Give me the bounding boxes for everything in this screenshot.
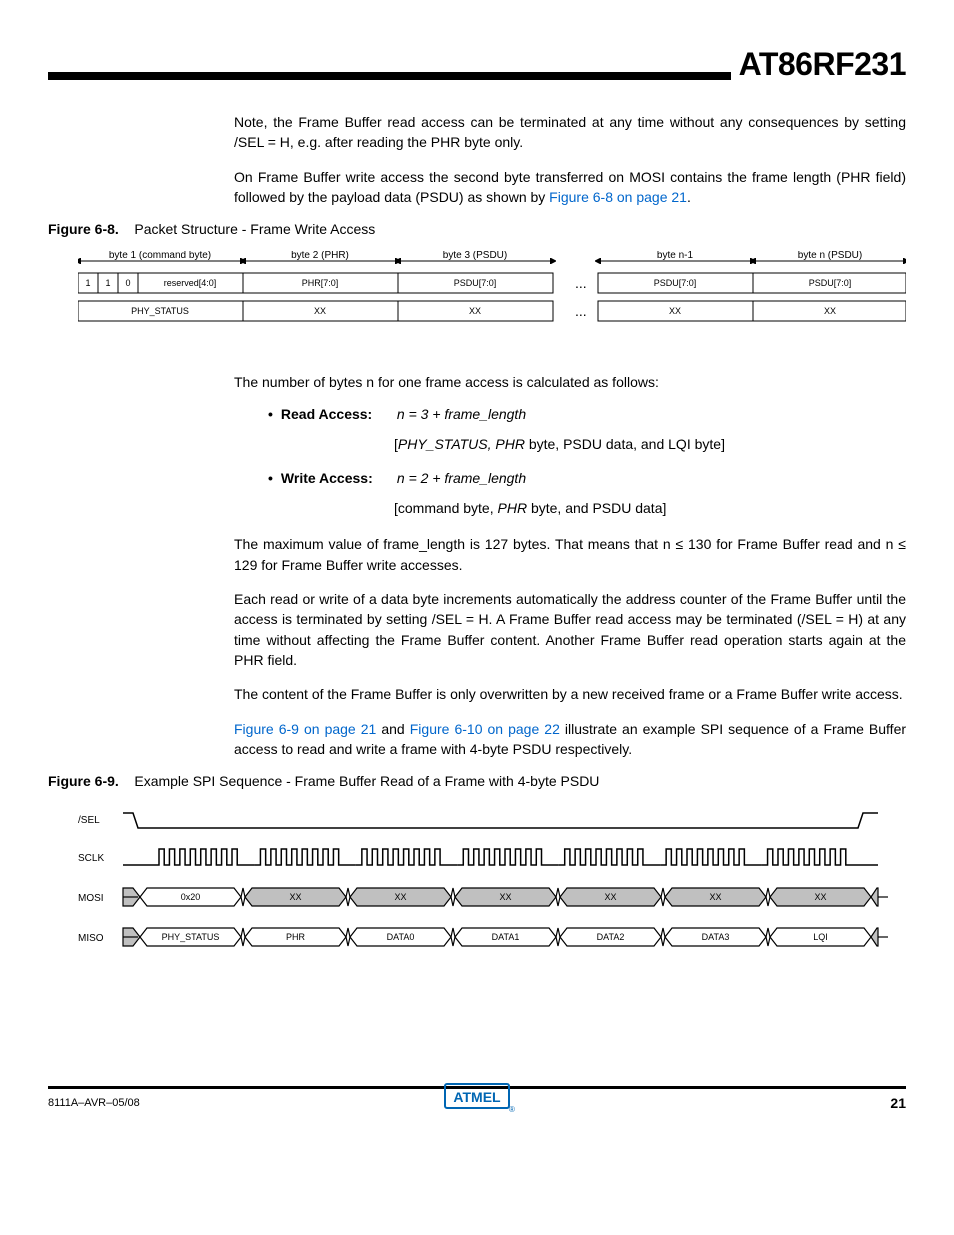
para-figrefs: Figure 6-9 on page 21 and Figure 6-10 on…: [234, 719, 906, 760]
read-access-detail: [PHY_STATUS, PHR byte, PSDU data, and LQ…: [394, 436, 906, 452]
fig68-caption: Figure 6-8. Packet Structure - Frame Wri…: [48, 221, 906, 237]
svg-text:1: 1: [85, 278, 90, 288]
product-name: AT86RF231: [739, 48, 906, 80]
link-fig68[interactable]: Figure 6-8 on page 21: [549, 189, 687, 205]
svg-text:XX: XX: [499, 892, 511, 902]
fig69-num: Figure 6-9.: [48, 773, 119, 789]
fig69-caption: Figure 6-9. Example SPI Sequence - Frame…: [48, 773, 906, 789]
svg-text:PHY_STATUS: PHY_STATUS: [162, 932, 220, 942]
fig68-text: Packet Structure - Frame Write Access: [134, 221, 375, 237]
svg-text:MOSI: MOSI: [78, 893, 104, 904]
para-calc: The number of bytes n for one frame acce…: [234, 372, 906, 392]
svg-text:XX: XX: [709, 892, 721, 902]
svg-text:MISO: MISO: [78, 933, 104, 944]
svg-text:XX: XX: [394, 892, 406, 902]
svg-text:XX: XX: [469, 306, 481, 316]
read-access-row: • Read Access: n = 3 + frame_length: [268, 406, 906, 422]
svg-text:DATA1: DATA1: [492, 932, 520, 942]
svg-text:byte n-1: byte n-1: [657, 251, 694, 261]
write-access-formula: n = 2 + frame_length: [397, 470, 526, 486]
write-access-detail: [command byte, PHR byte, and PSDU data]: [394, 500, 906, 516]
svg-text:ATMEL: ATMEL: [453, 1089, 501, 1105]
write-access-label: Write Access:: [281, 470, 389, 486]
link-fig610[interactable]: Figure 6-10 on page 22: [410, 721, 560, 737]
svg-text:...: ...: [575, 303, 587, 319]
para2b: .: [687, 189, 691, 205]
svg-text:...: ...: [575, 275, 587, 291]
svg-text:0: 0: [125, 278, 130, 288]
svg-text:PHR: PHR: [286, 932, 306, 942]
svg-text:PHY_STATUS: PHY_STATUS: [131, 306, 189, 316]
svg-text:reserved[4:0]: reserved[4:0]: [164, 278, 217, 288]
svg-text:XX: XX: [669, 306, 681, 316]
svg-text:SCLK: SCLK: [78, 853, 104, 864]
read-access-label: Read Access:: [281, 406, 389, 422]
svg-text:XX: XX: [604, 892, 616, 902]
svg-text:PHR[7:0]: PHR[7:0]: [302, 278, 339, 288]
svg-text:PSDU[7:0]: PSDU[7:0]: [809, 278, 852, 288]
page-header: AT86RF231: [48, 48, 906, 80]
svg-text:XX: XX: [814, 892, 826, 902]
svg-text:DATA0: DATA0: [387, 932, 415, 942]
para-overwrite: The content of the Frame Buffer is only …: [234, 684, 906, 704]
svg-text:LQI: LQI: [813, 932, 828, 942]
fig69-text: Example SPI Sequence - Frame Buffer Read…: [134, 773, 599, 789]
svg-text:/SEL: /SEL: [78, 815, 100, 826]
svg-text:XX: XX: [289, 892, 301, 902]
link-fig69[interactable]: Figure 6-9 on page 21: [234, 721, 376, 737]
doc-id: 8111A–AVR–05/08: [48, 1097, 140, 1109]
svg-text:DATA3: DATA3: [702, 932, 730, 942]
bullet-icon: •: [268, 406, 273, 422]
bullet-icon: •: [268, 470, 273, 486]
svg-text:byte 1 (command byte): byte 1 (command byte): [109, 251, 211, 261]
fig68-diagram: byte 1 (command byte) byte 2 (PHR) byte …: [78, 251, 906, 344]
svg-text:0x20: 0x20: [181, 892, 201, 902]
atmel-logo: ATMEL ®: [437, 1078, 517, 1117]
svg-text:XX: XX: [314, 306, 326, 316]
svg-text:DATA2: DATA2: [597, 932, 625, 942]
svg-text:®: ®: [509, 1105, 515, 1114]
svg-text:byte n (PSDU): byte n (PSDU): [798, 251, 862, 261]
svg-text:byte 2 (PHR): byte 2 (PHR): [291, 251, 349, 261]
page-number: 21: [890, 1095, 906, 1111]
para-max: The maximum value of frame_length is 127…: [234, 534, 906, 575]
fig68-num: Figure 6-8.: [48, 221, 119, 237]
para-increment: Each read or write of a data byte increm…: [234, 589, 906, 670]
svg-text:byte 3 (PSDU): byte 3 (PSDU): [443, 251, 507, 261]
read-access-formula: n = 3 + frame_length: [397, 406, 526, 422]
header-rule: [48, 72, 731, 80]
svg-text:PSDU[7:0]: PSDU[7:0]: [454, 278, 497, 288]
para-note: Note, the Frame Buffer read access can b…: [234, 112, 906, 153]
svg-text:PSDU[7:0]: PSDU[7:0]: [654, 278, 697, 288]
write-access-row: • Write Access: n = 2 + frame_length: [268, 470, 906, 486]
para-write-access: On Frame Buffer write access the second …: [234, 167, 906, 208]
fig69-diagram: /SEL SCLK MOSI 0x20 XX XX XX XX XX XX MISO PHY…: [78, 803, 906, 966]
svg-text:XX: XX: [824, 306, 836, 316]
svg-text:1: 1: [105, 278, 110, 288]
